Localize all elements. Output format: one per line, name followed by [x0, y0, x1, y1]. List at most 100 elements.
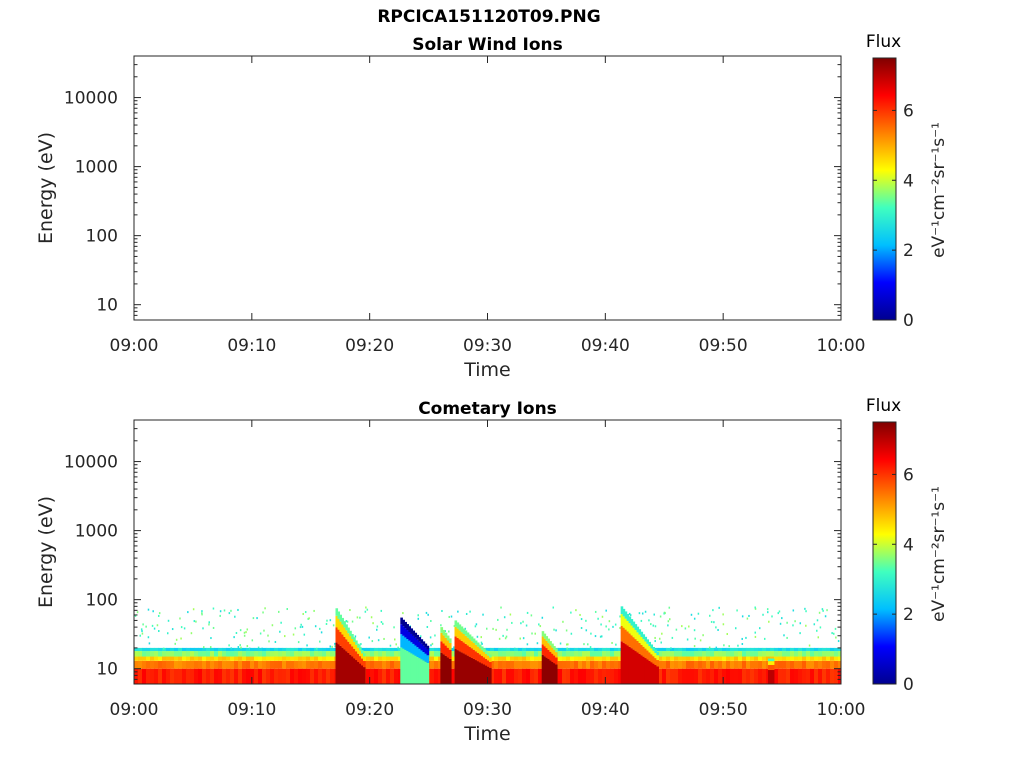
- event-4-cell: [474, 651, 478, 661]
- flux-cell: [534, 660, 539, 669]
- flux-count: [712, 609, 714, 612]
- flux-cell: [830, 651, 835, 657]
- y-tick-label: 10000: [64, 89, 118, 109]
- flux-cell: [750, 647, 755, 652]
- flux-cell: [266, 660, 271, 669]
- flux-count: [202, 627, 204, 630]
- event-2-cell: [414, 637, 418, 646]
- flux-count: [792, 609, 795, 612]
- flux-count: [808, 644, 811, 647]
- event-6-cell: [628, 616, 632, 624]
- flux-cell: [670, 647, 675, 652]
- flux-cell: [134, 647, 139, 652]
- x-tick-label: 09:10: [227, 336, 276, 356]
- flux-count: [230, 609, 232, 612]
- flux-count: [722, 613, 724, 616]
- flux-count: [826, 609, 828, 612]
- flux-cell: [514, 668, 519, 684]
- flux-count: [453, 646, 455, 649]
- flux-cell: [806, 647, 811, 652]
- event-4-cell: [480, 663, 484, 684]
- flux-cell: [142, 660, 147, 669]
- flux-cell: [594, 668, 599, 684]
- flux-count: [781, 617, 783, 620]
- flux-cell: [166, 656, 171, 661]
- flux-cell: [290, 651, 295, 657]
- flux-cell: [514, 656, 519, 661]
- flux-cell: [434, 668, 439, 684]
- flux-cell: [690, 660, 695, 669]
- event-1-cell: [351, 656, 354, 684]
- flux-cell: [790, 647, 795, 652]
- flux-cell: [138, 660, 143, 669]
- flux-count: [601, 615, 604, 618]
- flux-cell: [374, 647, 379, 652]
- flux-count: [502, 634, 504, 637]
- flux-count: [397, 646, 399, 649]
- flux-cell: [806, 668, 811, 684]
- flux-cell: [246, 651, 251, 657]
- flux-cell: [262, 660, 267, 669]
- event-2-cell: [422, 641, 426, 646]
- flux-count: [818, 611, 821, 614]
- flux-cell: [690, 668, 695, 684]
- event-1-cell: [351, 634, 354, 640]
- flux-cell: [510, 660, 515, 669]
- event-1-cell: [339, 621, 342, 633]
- flux-cell: [390, 656, 395, 661]
- flux-cell: [438, 647, 443, 652]
- event-4-cell: [489, 667, 492, 684]
- colorbar-tick-label: 4: [903, 171, 914, 191]
- flux-cell: [662, 651, 667, 657]
- flux-cell: [450, 651, 455, 657]
- flux-count: [237, 608, 239, 611]
- flux-cell: [498, 656, 503, 661]
- flux-cell: [778, 660, 783, 669]
- flux-count: [303, 633, 306, 636]
- flux-count: [251, 639, 254, 642]
- flux-cell: [594, 651, 599, 657]
- flux-count: [314, 625, 317, 628]
- flux-cell: [398, 647, 403, 652]
- event-4-cell: [484, 650, 488, 654]
- event-6-cell: [640, 644, 644, 656]
- flux-cell: [702, 647, 707, 652]
- x-tick-label: 09:10: [227, 700, 276, 720]
- flux-cell: [722, 651, 727, 657]
- flux-cell: [234, 660, 239, 669]
- flux-count: [393, 626, 395, 629]
- event-4-cell: [486, 666, 490, 684]
- flux-cell: [394, 668, 399, 684]
- flux-cell: [450, 656, 455, 661]
- flux-count: [252, 617, 255, 620]
- flux-cell: [166, 651, 171, 657]
- flux-count: [382, 622, 384, 625]
- event-6-cell: [632, 621, 636, 628]
- flux-cell: [818, 656, 823, 661]
- colorbar-tick-label: 4: [903, 535, 914, 555]
- event-4-cell: [484, 658, 488, 666]
- flux-cell: [742, 660, 747, 669]
- flux-cell: [686, 647, 691, 652]
- flux-cell: [614, 660, 619, 669]
- flux-cell: [726, 651, 731, 657]
- event-4-cell: [472, 649, 476, 659]
- flux-cell: [774, 656, 779, 661]
- flux-cell: [782, 647, 787, 652]
- event-5-cell: [549, 645, 552, 652]
- flux-cell: [746, 651, 751, 657]
- flux-count: [699, 639, 702, 642]
- event-5-cell: [543, 656, 547, 684]
- event-1-cell: [349, 644, 352, 655]
- flux-count: [697, 612, 700, 615]
- flux-cell: [662, 668, 667, 684]
- flux-cell: [718, 660, 723, 669]
- event-2-cell: [426, 662, 430, 684]
- flux-cell: [282, 668, 287, 684]
- flux-count: [320, 631, 323, 634]
- flux-count: [570, 632, 573, 635]
- flux-count: [715, 626, 717, 629]
- flux-cell: [322, 651, 327, 657]
- flux-cell: [666, 647, 671, 652]
- x-axis-label: Time: [463, 359, 511, 381]
